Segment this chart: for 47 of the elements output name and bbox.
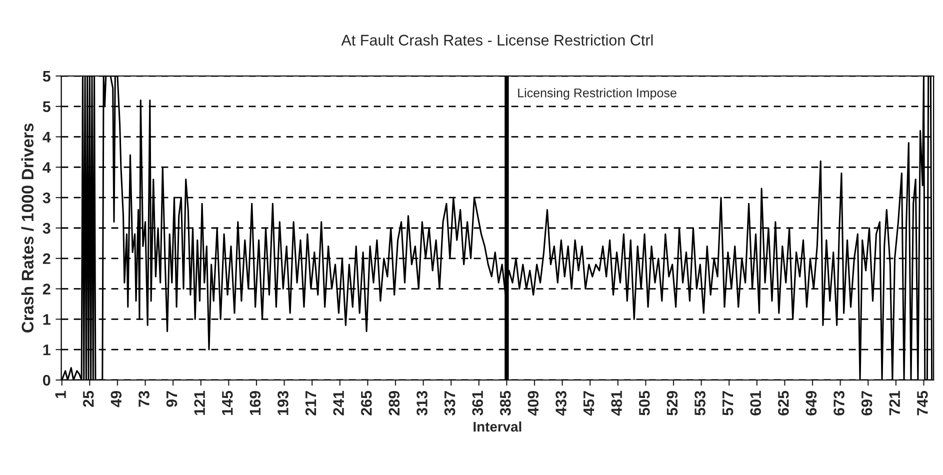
y-axis-title: Crash Rates / 1000 Drivers [21, 124, 34, 332]
x-tick-label: 49 [110, 390, 122, 408]
x-tick-label: 193 [278, 390, 288, 415]
x-tick-label: 1 [55, 390, 66, 398]
x-tick-label: 721 [889, 390, 900, 416]
x-tick-label: 553 [694, 390, 706, 416]
y-tick-label: 4 [42, 132, 51, 142]
x-tick-label: 529 [666, 390, 678, 416]
x-tick-label: 577 [722, 391, 734, 416]
y-tick-label: 3 [42, 192, 50, 204]
x-tick-label: 601 [750, 390, 762, 416]
y-tick-label: 0 [42, 374, 50, 386]
y-tick-label: 1 [43, 314, 50, 325]
y-tick-label: 2 [42, 253, 50, 264]
y-tick-label: 5 [42, 71, 50, 82]
x-tick-label: 169 [250, 390, 261, 415]
x-tick-label: 25 [82, 390, 94, 407]
x-tick-label: 433 [556, 390, 566, 416]
x-tick-label: 121 [194, 390, 205, 415]
x-tick-label: 97 [166, 391, 178, 407]
y-tick-label: 4 [42, 162, 51, 173]
x-tick-label: 649 [806, 390, 817, 416]
x-axis-title: Interval [474, 421, 522, 432]
x-tick-label: 241 [333, 390, 344, 416]
x-tick-label: 625 [778, 390, 789, 416]
y-tick-label: 5 [42, 101, 50, 112]
x-tick-label: 361 [472, 390, 484, 416]
x-tick-label: 289 [388, 390, 400, 416]
x-tick-label: 265 [360, 390, 372, 416]
x-tick-label: 337 [444, 391, 456, 416]
x-tick-label: 385 [500, 390, 511, 416]
x-tick-label: 73 [138, 390, 150, 407]
y-tick-label: 3 [42, 222, 50, 234]
x-tick-label: 409 [528, 390, 539, 416]
x-tick-label: 457 [584, 391, 594, 416]
x-tick-label: 481 [611, 390, 622, 416]
ref-line-label: Licensing Restriction Impose [518, 88, 676, 100]
y-tick-label: 1 [43, 344, 50, 356]
chart-title: At Fault Crash Rates - License Restriction Ctrl [341, 34, 653, 46]
y-tick-label: 2 [42, 284, 50, 294]
x-tick-label: 217 [305, 391, 316, 416]
x-tick-label: 145 [222, 390, 233, 415]
x-tick-label: 697 [861, 391, 872, 416]
x-tick-label: 745 [917, 390, 928, 416]
x-tick-label: 505 [638, 390, 650, 416]
x-tick-label: 673 [834, 390, 844, 416]
x-tick-label: 313 [416, 390, 428, 416]
